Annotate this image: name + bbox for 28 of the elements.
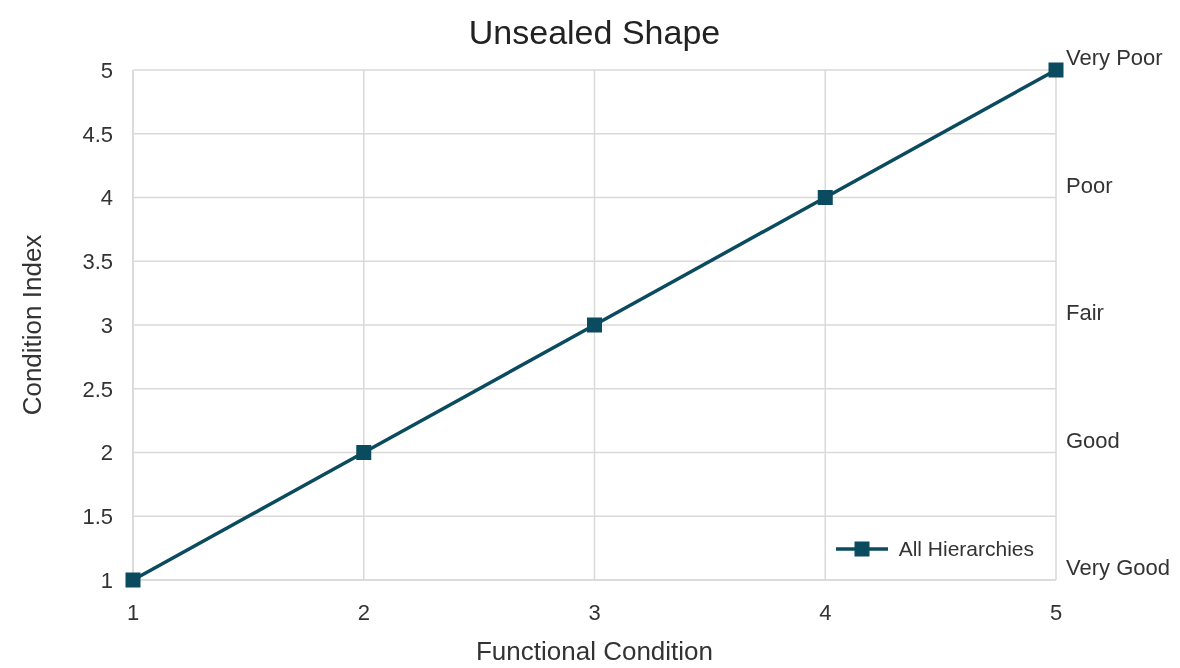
y-tick-label: 3 [100, 312, 113, 338]
y-tick-label: 2 [100, 440, 113, 466]
y-tick-label: 1.5 [82, 504, 113, 530]
y-tick-label: 4.5 [82, 121, 113, 147]
text: Good [1066, 427, 1120, 454]
legend-label: All Hierarchies [898, 537, 1034, 561]
chart-title: Unsealed Shape [467, 12, 722, 52]
point [125, 572, 141, 588]
x-tick-label: 2 [357, 599, 370, 625]
y-tick-label: 2.5 [82, 376, 113, 402]
point [817, 190, 833, 205]
point [1048, 62, 1064, 78]
y-tick-label: 4 [100, 185, 113, 211]
x-tick-label: 3 [588, 599, 601, 625]
y-tick-label: 5 [100, 57, 113, 83]
x-axis-title: Functional Condition [474, 636, 714, 666]
x-tick-label: 1 [126, 599, 140, 625]
text: Fair [1066, 300, 1104, 326]
text: Poor [1066, 172, 1113, 199]
x-tick-label: 5 [1049, 599, 1063, 625]
y-axis-title: Condition Index [17, 234, 47, 416]
point [356, 445, 372, 460]
text: Very Good [1066, 555, 1170, 581]
y-tick-label: 3.5 [82, 249, 113, 275]
point [587, 317, 602, 333]
text: Very Poor [1066, 45, 1163, 71]
y-tick-label: 1 [100, 567, 113, 593]
x-tick-label: 4 [819, 599, 832, 625]
